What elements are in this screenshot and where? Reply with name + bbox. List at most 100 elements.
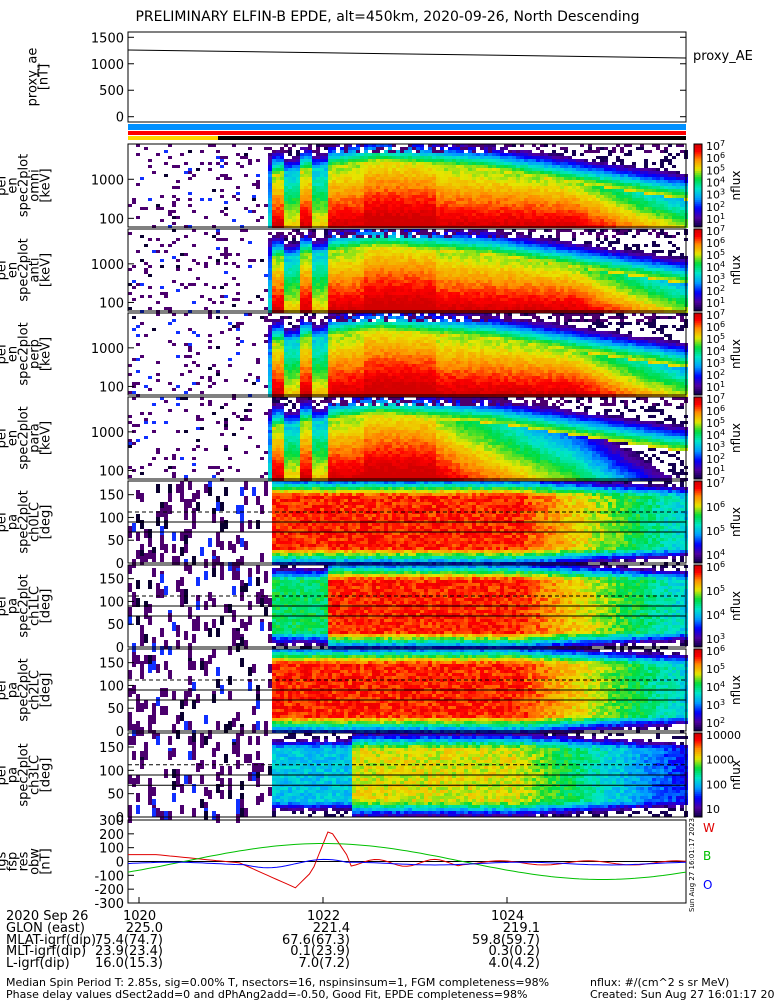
elb_pef_en_spec2plot_omni-pixel [432,192,436,195]
elb_pef_en_spec2plot_anti-pixel [316,280,320,283]
elb_pef_en_spec2plot_omni-pixel [336,189,340,192]
elb_pef_en_spec2plot_anti-pixel [284,280,288,283]
elb_pef_en_spec2plot_omni-pixel [428,186,432,189]
elb_pef_en_spec2plot_omni-pixel [448,177,452,180]
elb_pef_en_spec2plot_omni-pixel [344,171,348,174]
elb_pef_en_spec2plot_anti-pixel [280,271,284,274]
elb_pef_en_spec2plot_omni-pixel [396,150,400,153]
elb_pef_en_spec2plot_omni-noise-pixel [664,147,668,150]
elb_pef_en_spec2plot_omni-pixel [680,183,684,186]
elb_pef_en_spec2plot_anti-pixel [448,298,452,301]
elb_pef_en_spec2plot_omni-pixel [436,165,440,168]
elb_pef_en_spec2plot_anti-pixel [312,289,316,292]
elb_pef_en_spec2plot_omni-pixel [584,213,588,216]
elb_pef_en_spec2plot_anti-pixel [432,259,436,262]
elb_pef_en_spec2plot_omni-pixel [528,171,532,174]
elb_pef_en_spec2plot_omni-pixel [528,162,532,165]
elb_pef_en_spec2plot_omni-pixel [552,168,556,171]
elb_pef_en_spec2plot_omni-pixel [392,198,396,201]
elb_pef_en_spec2plot_anti-pixel [424,271,428,274]
elb_pef_en_spec2plot_anti-pixel [432,301,436,304]
elb_pef_en_spec2plot_omni-pixel [368,177,372,180]
elb_pef_en_spec2plot_anti-pixel [516,301,520,304]
elb_pef_en_spec2plot_omni-pixel [676,171,680,174]
elb_pef_en_spec2plot_omni-pixel [436,201,440,204]
elb_pef_en_spec2plot_omni-pixel [356,213,360,216]
elb_pef_en_spec2plot_omni-noise-pixel [656,147,660,150]
elb_pef_en_spec2plot_anti-pixel [380,265,384,268]
elb_pef_en_spec2plot_omni-pixel [304,204,308,207]
elb_pef_en_spec2plot_omni-pixel [268,186,272,189]
elb_pef_en_spec2plot_anti-pixel [416,259,420,262]
elb_pef_en_spec2plot_omni-pixel [544,207,548,210]
elb_pef_en_spec2plot_anti-pixel [480,268,484,271]
elb_pef_en_spec2plot_omni-pixel [460,177,464,180]
elb_pef_en_spec2plot_omni-pixel [652,186,656,189]
elb_pef_en_spec2plot_omni-pixel [564,159,568,162]
elb_pef_en_spec2plot_omni-noise-pixel [440,150,444,153]
elb_pef_en_spec2plot_anti-sparse-pixel [164,250,168,253]
elb_pef_en_spec2plot_omni-pixel [384,213,388,216]
elb_pef_en_spec2plot_anti-pixel [420,277,424,280]
elb_pef_en_spec2plot_omni-pixel [344,153,348,156]
elb_pef_en_spec2plot_omni-pixel [396,156,400,159]
elb_pef_en_spec2plot_omni-pixel [408,189,412,192]
elb_pef_en_spec2plot_omni-pixel [284,189,288,192]
elb_pef_en_spec2plot_anti-pixel [304,304,308,307]
elb_pef_en_spec2plot_omni-pixel [480,201,484,204]
elb_pef_en_spec2plot_omni-pixel [672,189,676,192]
elb_pef_en_spec2plot_omni-pixel [624,174,628,177]
elb_pef_en_spec2plot_omni-pixel [500,219,504,222]
elb_pef_en_spec2plot_omni-pixel [336,213,340,216]
elb_pef_en_spec2plot_anti-pixel [400,256,404,259]
elb_pef_en_spec2plot_omni-pixel [272,189,276,192]
elb_pef_en_spec2plot_omni-pixel [552,153,556,156]
elb_pef_en_spec2plot_omni-pixel [596,165,600,168]
elb_pef_en_spec2plot_anti-pixel [440,280,444,283]
elb_pef_en_spec2plot_omni-pixel [588,207,592,210]
elb_pef_en_spec2plot_omni-pixel [432,201,436,204]
elb_pef_en_spec2plot_anti-pixel [380,298,384,301]
elb_pef_en_spec2plot_omni-pixel [344,174,348,177]
elb_pef_en_spec2plot_omni-pixel [464,219,468,222]
elb_pef_en_spec2plot_omni-pixel [428,174,432,177]
elb_pef_en_spec2plot_omni-pixel [520,156,524,159]
elb_pef_en_spec2plot_omni-sparse-pixel [220,174,224,177]
elb_pef_en_spec2plot_omni-pixel [604,216,608,219]
elb_pef_en_spec2plot_anti-pixel [448,271,452,274]
elb_pef_en_spec2plot_omni-pixel [480,189,484,192]
elb_pef_en_spec2plot_omni-sparse-pixel [256,219,260,222]
elb_pef_en_spec2plot_omni-pixel [568,210,572,213]
elb_pef_en_spec2plot_omni-pixel [456,177,460,180]
elb_pef_en_spec2plot_omni-pixel [592,186,596,189]
elb_pef_en_spec2plot_omni-pixel [624,213,628,216]
elb_pef_en_spec2plot_anti-pixel [496,247,500,250]
elb_pef_en_spec2plot_omni-pixel [308,168,312,171]
elb_pef_en_spec2plot_anti-pixel [352,250,356,253]
elb_pef_en_spec2plot_omni-pixel [640,183,644,186]
elb_pef_en_spec2plot_omni-pixel [464,204,468,207]
elb_pef_en_spec2plot_omni-pixel [584,186,588,189]
elb_pef_en_spec2plot_omni-pixel [372,171,376,174]
elb_pef_en_spec2plot_omni-pixel [432,168,436,171]
elb_pef_en_spec2plot_anti-pixel [320,268,324,271]
elb_pef_en_spec2plot_anti-pixel [300,268,304,271]
elb_pef_en_spec2plot_anti-pixel [404,265,408,268]
elb_pef_en_spec2plot_anti-pixel [432,280,436,283]
elb_pef_en_spec2plot_anti-pixel [468,262,472,265]
elb_pef_en_spec2plot_omni-pixel [560,198,564,201]
elb_pef_en_spec2plot_omni-pixel [344,177,348,180]
elb_pef_en_spec2plot_omni-pixel [380,183,384,186]
elb_pef_en_spec2plot_anti-pixel [424,304,428,307]
elb_pef_en_spec2plot_anti-pixel [492,265,496,268]
elb_pef_en_spec2plot_omni-pixel [376,207,380,210]
elb_pef_en_spec2plot_omni-sparse-pixel [220,195,224,198]
elb_pef_en_spec2plot_anti-pixel [508,277,512,280]
elb_pef_en_spec2plot_omni-pixel [272,201,276,204]
elb_pef_en_spec2plot_anti-pixel [496,253,500,256]
elb_pef_en_spec2plot_omni-pixel [372,156,376,159]
elb_pef_en_spec2plot_anti-pixel [300,301,304,304]
elb_pef_en_spec2plot_omni-pixel [512,165,516,168]
elb_pef_en_spec2plot_omni-pixel [272,156,276,159]
elb_pef_en_spec2plot_omni-noise-pixel [592,150,596,153]
